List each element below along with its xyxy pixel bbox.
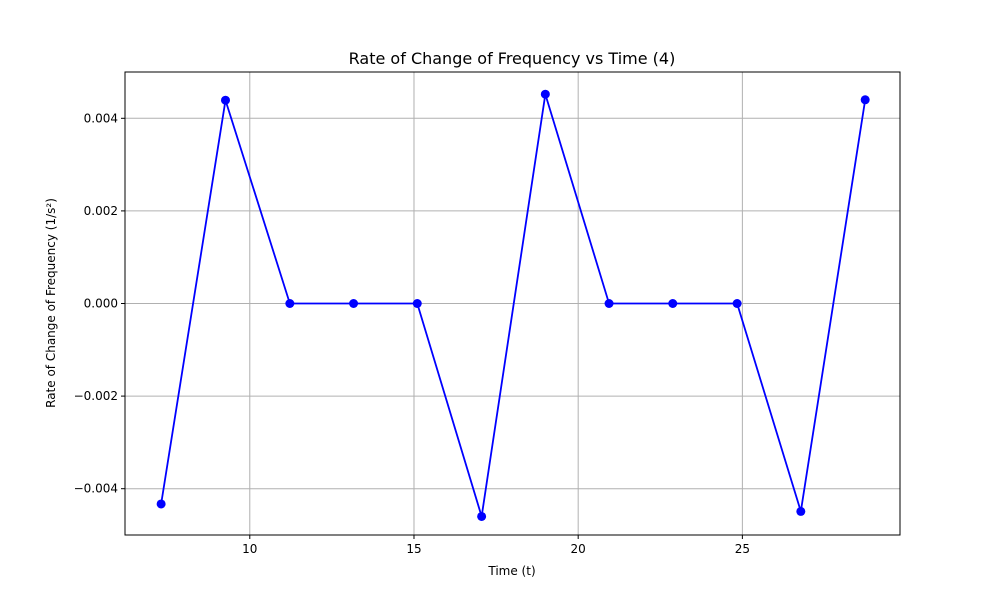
y-tick-label: −0.002: [74, 389, 118, 403]
x-axis: 10 15 20 25: [242, 535, 750, 556]
x-tick-label: 15: [406, 542, 421, 556]
data-point: [156, 499, 166, 509]
x-axis-label: Time (t): [487, 564, 535, 578]
data-point: [349, 299, 359, 308]
x-tick-label: 25: [735, 542, 750, 556]
data-point: [796, 506, 806, 516]
data-point: [412, 299, 422, 308]
data-point: [540, 89, 550, 99]
grid: [125, 72, 900, 535]
data-point: [220, 95, 230, 105]
data-point: [477, 511, 487, 521]
y-axis-label: Rate of Change of Frequency (1/s²): [44, 198, 58, 408]
series-line: [160, 93, 867, 518]
y-tick-label: −0.004: [74, 482, 118, 496]
data-point: [860, 95, 870, 105]
y-tick-label: 0.002: [84, 204, 118, 218]
chart-title: Rate of Change of Frequency vs Time (4): [349, 49, 676, 68]
data-point: [285, 299, 295, 308]
y-axis: −0.004 −0.002 0.000 0.002 0.004: [74, 111, 125, 496]
x-tick-label: 10: [242, 542, 257, 556]
y-tick-label: 0.000: [84, 297, 118, 311]
y-tick-label: 0.004: [84, 111, 118, 125]
series-layer: [156, 89, 870, 521]
data-point: [732, 299, 742, 308]
data-point: [668, 299, 678, 308]
data-point: [604, 299, 614, 308]
x-tick-label: 20: [571, 542, 586, 556]
